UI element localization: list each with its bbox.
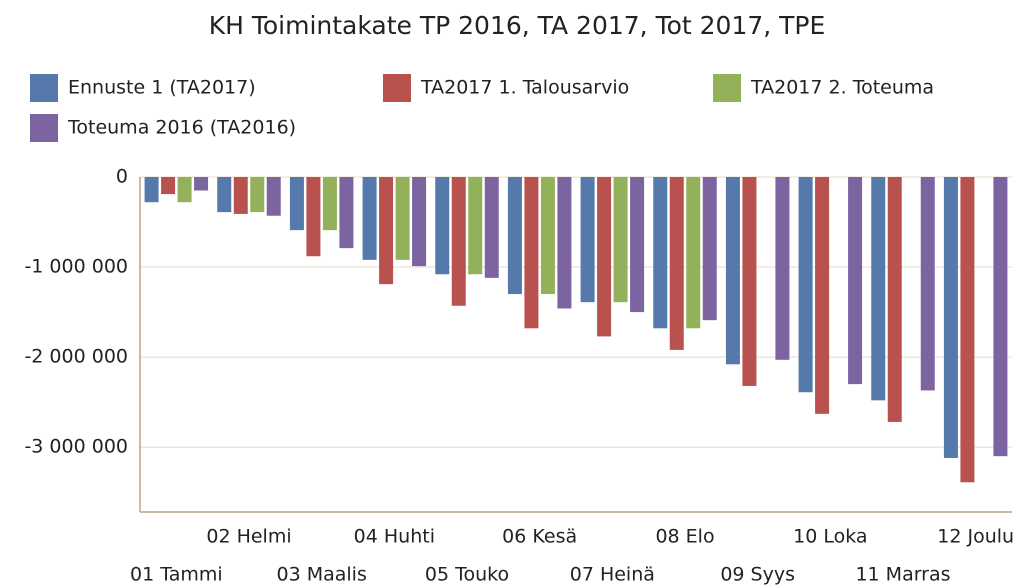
bar (451, 177, 466, 306)
bar (233, 177, 248, 214)
bar (669, 177, 684, 350)
bar (194, 177, 209, 191)
y-tick-label: -2 000 000 (24, 346, 128, 368)
bar (557, 177, 572, 309)
bar (339, 177, 354, 249)
x-tick-label: 10 Loka (793, 526, 867, 548)
bar (484, 177, 499, 278)
bar (468, 177, 483, 275)
x-tick-label: 06 Kesä (502, 526, 577, 548)
legend-label: TA2017 1. Talousarvio (420, 77, 629, 99)
bar (960, 177, 975, 483)
bar (725, 177, 740, 365)
bar (613, 177, 628, 303)
bar (306, 177, 321, 257)
y-tick-label: -1 000 000 (24, 256, 128, 278)
x-tick-label: 07 Heinä (570, 564, 655, 586)
x-tick-label: 09 Syys (720, 564, 795, 586)
bar (848, 177, 863, 385)
bar (395, 177, 410, 260)
legend: Ennuste 1 (TA2017) TA2017 1. Talousarvio T… (30, 74, 934, 142)
bar (887, 177, 902, 422)
bar (630, 177, 645, 313)
legend-label: TA2017 2. Toteuma (750, 77, 934, 99)
chart-title: KH Toimintakate TP 2016, TA 2017, Tot 20… (209, 11, 826, 40)
legend-label: Toteuma 2016 (TA2016) (67, 117, 296, 139)
legend-swatch (713, 74, 741, 102)
x-tick-label: 08 Elo (655, 526, 714, 548)
bar (920, 177, 935, 391)
x-tick-label: 12 Joulu (937, 526, 1014, 548)
bar (871, 177, 886, 401)
bar (379, 177, 394, 285)
bar (507, 177, 522, 295)
bar (686, 177, 701, 329)
bar (161, 177, 176, 195)
bar (412, 177, 427, 267)
x-tick-label: 03 Maalis (276, 564, 366, 586)
bar (597, 177, 612, 337)
bar (702, 177, 717, 321)
bar (177, 177, 192, 203)
y-tick-label: -3 000 000 (24, 436, 128, 458)
x-tick-label: 11 Marras (855, 564, 950, 586)
bar (250, 177, 265, 213)
legend-swatch (30, 74, 58, 102)
legend-swatch (30, 114, 58, 142)
legend-swatch (383, 74, 411, 102)
bar (322, 177, 337, 231)
bar (524, 177, 539, 329)
bar (798, 177, 813, 393)
x-tick-label: 01 Tammi (130, 564, 223, 586)
bar (217, 177, 232, 213)
bar (742, 177, 757, 386)
x-tick-label: 05 Touko (425, 564, 509, 586)
bar (362, 177, 377, 260)
legend-label: Ennuste 1 (TA2017) (68, 77, 256, 99)
x-tick-label: 02 Helmi (206, 526, 291, 548)
bar (993, 177, 1008, 457)
bar (289, 177, 304, 231)
bar (540, 177, 555, 295)
bar (435, 177, 450, 275)
bar (653, 177, 668, 329)
x-tick-label: 04 Huhti (354, 526, 435, 548)
bar (144, 177, 159, 203)
bar (266, 177, 281, 216)
bar (580, 177, 595, 303)
bar (775, 177, 790, 360)
bar (815, 177, 830, 414)
bar (943, 177, 958, 458)
y-tick-label: 0 (116, 166, 128, 188)
